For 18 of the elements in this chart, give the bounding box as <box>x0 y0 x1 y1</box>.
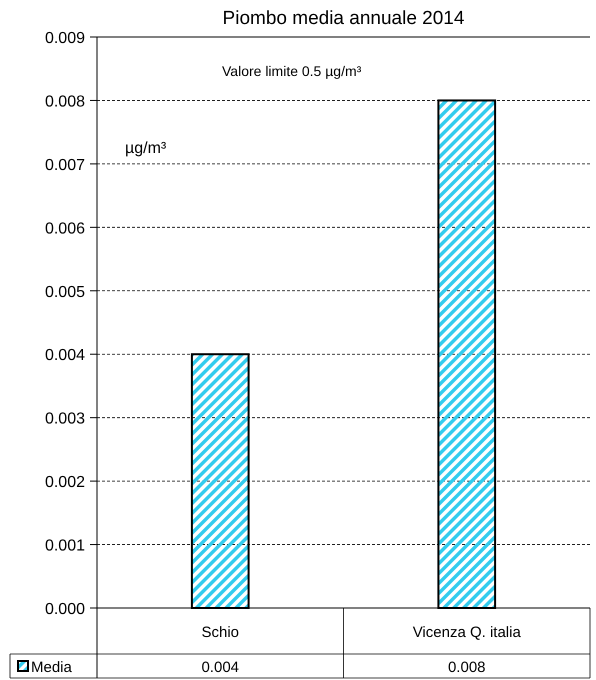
text: 0.004 <box>44 347 85 364</box>
text: 0.003 <box>44 410 85 428</box>
x-tick-label: Schio <box>201 624 240 641</box>
x-tick-label: Vicenza Q. italia <box>412 624 522 641</box>
text: 0.007 <box>44 156 85 174</box>
annotation: Valore limite 0.5 µg/m³ <box>222 63 362 79</box>
text: 0.008 <box>44 93 85 110</box>
text: 0.005 <box>44 284 85 301</box>
legend-label: Media <box>31 659 73 676</box>
y-axis-title: µg/m³ <box>125 140 167 157</box>
data-label: 0.004 <box>201 659 240 676</box>
text: 0.000 <box>44 601 85 618</box>
text: 0.009 <box>44 30 85 47</box>
data-label: 0.008 <box>448 659 486 676</box>
text: 0.001 <box>44 538 85 555</box>
chart-title: Piombo media annuale 2014 <box>222 8 465 29</box>
text: 0.006 <box>44 220 85 238</box>
text: 0.002 <box>44 474 85 492</box>
